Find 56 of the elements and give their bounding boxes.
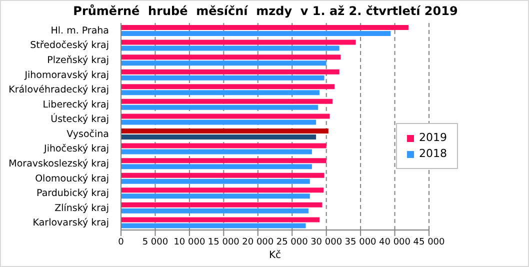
bar	[121, 46, 340, 51]
bar	[121, 114, 330, 119]
bar	[121, 208, 309, 214]
legend-label: 2018	[419, 146, 447, 162]
x-tick-label: 20 000	[242, 237, 274, 248]
x-tick-label: 10 000	[174, 237, 206, 248]
bar	[121, 188, 324, 193]
y-tick-label: Královéhradecký kraj	[8, 84, 109, 96]
bar	[121, 143, 326, 148]
bar	[121, 202, 322, 208]
x-tick-label: 15 000	[208, 237, 240, 248]
legend-label: 2019	[419, 130, 447, 146]
bar	[121, 84, 335, 90]
bar	[121, 69, 340, 74]
y-tick-label: Jihočeský kraj	[43, 144, 109, 155]
chart-title: Průměrné hrubé měsíční mzdy v 1. až 2. čtvrtletí 2019	[72, 4, 459, 18]
bar	[121, 164, 312, 170]
y-tick-label: Středočeský kraj	[30, 40, 109, 52]
bar	[121, 172, 324, 178]
bar	[121, 104, 318, 110]
bar	[121, 25, 408, 30]
x-tick-label: 5 000	[142, 237, 168, 248]
y-tick-label: Moravskoslezský kraj	[8, 158, 109, 170]
x-axis-title: Kč	[268, 250, 282, 261]
y-tick-label: Hl. m. Praha	[50, 25, 109, 36]
bar	[121, 40, 356, 45]
bar	[121, 31, 391, 36]
y-tick-label: Karlovarský kraj	[32, 218, 109, 229]
bar	[121, 75, 324, 80]
y-tick-label: Ústecký kraj	[50, 113, 109, 126]
bar	[121, 158, 326, 164]
x-tick-label: 45 000	[413, 237, 446, 248]
bar	[121, 128, 328, 134]
y-tick-label: Olomoucký kraj	[35, 173, 109, 184]
x-tick-label: 0	[118, 237, 124, 248]
bar	[121, 134, 316, 140]
bar	[121, 54, 341, 60]
bar	[121, 98, 332, 104]
y-tick-label: Pardubický kraj	[36, 188, 109, 200]
bar	[121, 90, 320, 96]
y-tick-label: Jihomoravský kraj	[24, 70, 109, 81]
x-tick-label: 30 000	[310, 237, 342, 248]
y-tick-label: Liberecký kraj	[42, 99, 109, 110]
bar	[121, 149, 312, 154]
bar	[121, 178, 310, 184]
x-tick-label: 40 000	[379, 237, 411, 248]
bar	[121, 120, 316, 125]
y-tick-label: Zlínský kraj	[54, 202, 109, 214]
bar	[121, 217, 320, 222]
bar	[121, 223, 306, 228]
bar	[121, 60, 326, 66]
bar	[121, 194, 310, 199]
x-tick-label: 35 000	[344, 237, 377, 248]
y-tick-label: Plzeňský kraj	[47, 54, 109, 66]
x-tick-label: 25 000	[276, 237, 308, 248]
y-tick-label: Vysočina	[66, 128, 109, 140]
